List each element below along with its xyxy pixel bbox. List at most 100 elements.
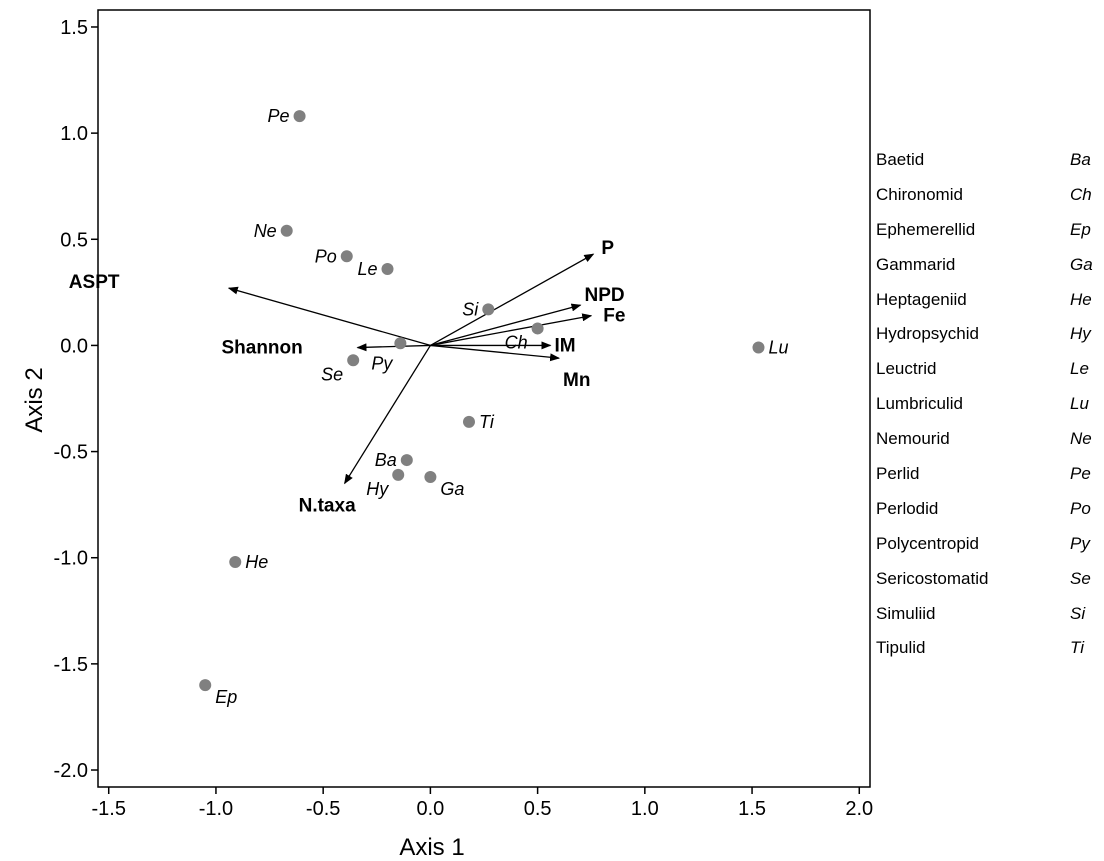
- legend-code: He: [1070, 289, 1092, 309]
- y-tick-label: 1.0: [60, 123, 88, 145]
- point-label: Ti: [479, 412, 495, 432]
- vector-arrow: [430, 303, 582, 347]
- legend-name: Baetid: [876, 150, 925, 169]
- legend-name: Hydropsychid: [876, 324, 979, 344]
- point-label: He: [245, 552, 268, 572]
- vector-arrow: [344, 345, 431, 485]
- y-tick-label: -0.5: [54, 442, 88, 464]
- legend-name: Gammarid: [876, 254, 956, 274]
- legend-row: Simuliid Si: [876, 600, 1104, 635]
- vector-label: Shannon: [221, 338, 302, 359]
- point-label: Ga: [440, 479, 464, 499]
- legend-name: Simuliid: [876, 603, 936, 623]
- vector-arrow: [227, 286, 431, 347]
- legend-name: Chironomid: [876, 184, 963, 204]
- x-axis-title: Axis 1: [399, 834, 464, 861]
- y-tick-label: 0.5: [60, 229, 88, 251]
- legend-name: Ephemerellid: [876, 219, 976, 239]
- point-label: Ch: [505, 332, 528, 352]
- vector-label: ASPT: [69, 272, 120, 293]
- legend-row: Leuctrid Le: [876, 355, 1104, 390]
- legend-row: Sericostomatid Se: [876, 565, 1104, 600]
- legend-name: Leuctrid: [876, 359, 937, 379]
- data-point: [531, 322, 544, 335]
- legend-code: Si: [1070, 603, 1086, 623]
- legend-row: Perlodid Po: [876, 495, 1104, 530]
- legend-code: Hy: [1070, 324, 1091, 344]
- vector-arrow: [356, 343, 431, 352]
- x-tick-label: 0.5: [524, 798, 552, 820]
- legend-name: Lumbriculid: [876, 394, 963, 414]
- legend-code: Ne: [1070, 429, 1092, 449]
- legend-row: Perlid Pe: [876, 460, 1104, 495]
- point-label: Pe: [268, 106, 290, 126]
- legend-name: Heptageniid: [876, 289, 967, 309]
- legend-code: Ti: [1070, 638, 1085, 658]
- data-point: [229, 555, 242, 568]
- plot-frame: [97, 9, 871, 788]
- legend-code: Ga: [1070, 254, 1093, 274]
- legend-row: Ephemerellid Ep: [876, 216, 1104, 251]
- vector-label: Fe: [603, 306, 625, 327]
- y-tick-label: -2.0: [54, 760, 88, 782]
- legend-code: Ch: [1070, 184, 1092, 204]
- legend-code: Le: [1070, 359, 1089, 379]
- vector-label: N.taxa: [299, 495, 356, 516]
- legend-row: Lumbriculid Lu: [876, 390, 1104, 425]
- legend-name: Tipulid: [876, 638, 926, 658]
- vector-arrow: [430, 253, 595, 346]
- legend-row: Tipulid Ti: [876, 634, 1104, 669]
- legend-code: Pe: [1070, 464, 1091, 484]
- data-point: [394, 337, 407, 350]
- legend-code: Lu: [1070, 394, 1089, 414]
- legend-code: Ba: [1070, 150, 1091, 169]
- legend-row: Chironomid Ch: [876, 181, 1104, 216]
- y-tick-label: -1.5: [54, 654, 88, 676]
- legend-code: Se: [1070, 568, 1091, 588]
- point-label: Ne: [254, 221, 277, 241]
- y-tick-label: -1.0: [54, 548, 88, 570]
- vector-label: IM: [554, 335, 575, 356]
- vector-label: NPD: [585, 285, 625, 306]
- point-label: Po: [315, 246, 337, 266]
- y-tick-label: 1.5: [60, 17, 88, 39]
- data-point: [462, 415, 475, 428]
- legend-name: Sericostomatid: [876, 568, 989, 588]
- legend-name: Polycentropid: [876, 533, 980, 553]
- legend-row: Hydropsychid Hy: [876, 320, 1104, 355]
- point-label: Lu: [768, 338, 788, 358]
- point-label: Py: [371, 353, 393, 373]
- data-point: [392, 468, 405, 481]
- legend-row: Gammarid Ga: [876, 251, 1104, 286]
- point-label: Ba: [375, 450, 397, 470]
- x-tick-label: 1.5: [738, 798, 766, 820]
- legend-row: Heptageniid He: [876, 286, 1104, 321]
- point-label: Le: [357, 259, 377, 279]
- legend-row: Polycentropid Py: [876, 530, 1104, 565]
- legend-name: Perlodid: [876, 498, 939, 518]
- point-label: Si: [462, 299, 479, 319]
- data-point: [347, 354, 360, 367]
- legend-row: Nemourid Ne: [876, 425, 1104, 460]
- data-point: [280, 224, 293, 237]
- vector-arrow: [430, 313, 593, 347]
- y-axis-title: Axis 2: [21, 367, 48, 432]
- data-point: [752, 341, 765, 354]
- x-tick-label: -1.0: [199, 798, 233, 820]
- data-point: [400, 454, 413, 467]
- point-label: Ep: [215, 687, 237, 707]
- legend-name: Perlid: [876, 464, 920, 484]
- legend-code: Po: [1070, 498, 1091, 518]
- vector-label: P: [601, 238, 614, 259]
- legend-code: Py: [1070, 533, 1090, 553]
- y-tick-label: 0.0: [60, 335, 88, 357]
- legend: Baetid Ba Chironomid Ch Ephemerellid Ep Gammar…: [876, 146, 1104, 669]
- data-point: [199, 679, 212, 692]
- vector-arrow: [430, 344, 561, 362]
- vector-label: Mn: [563, 370, 590, 391]
- data-point: [482, 303, 495, 316]
- x-tick-label: 1.0: [631, 798, 659, 820]
- data-point: [340, 250, 353, 263]
- point-label: Hy: [366, 479, 389, 499]
